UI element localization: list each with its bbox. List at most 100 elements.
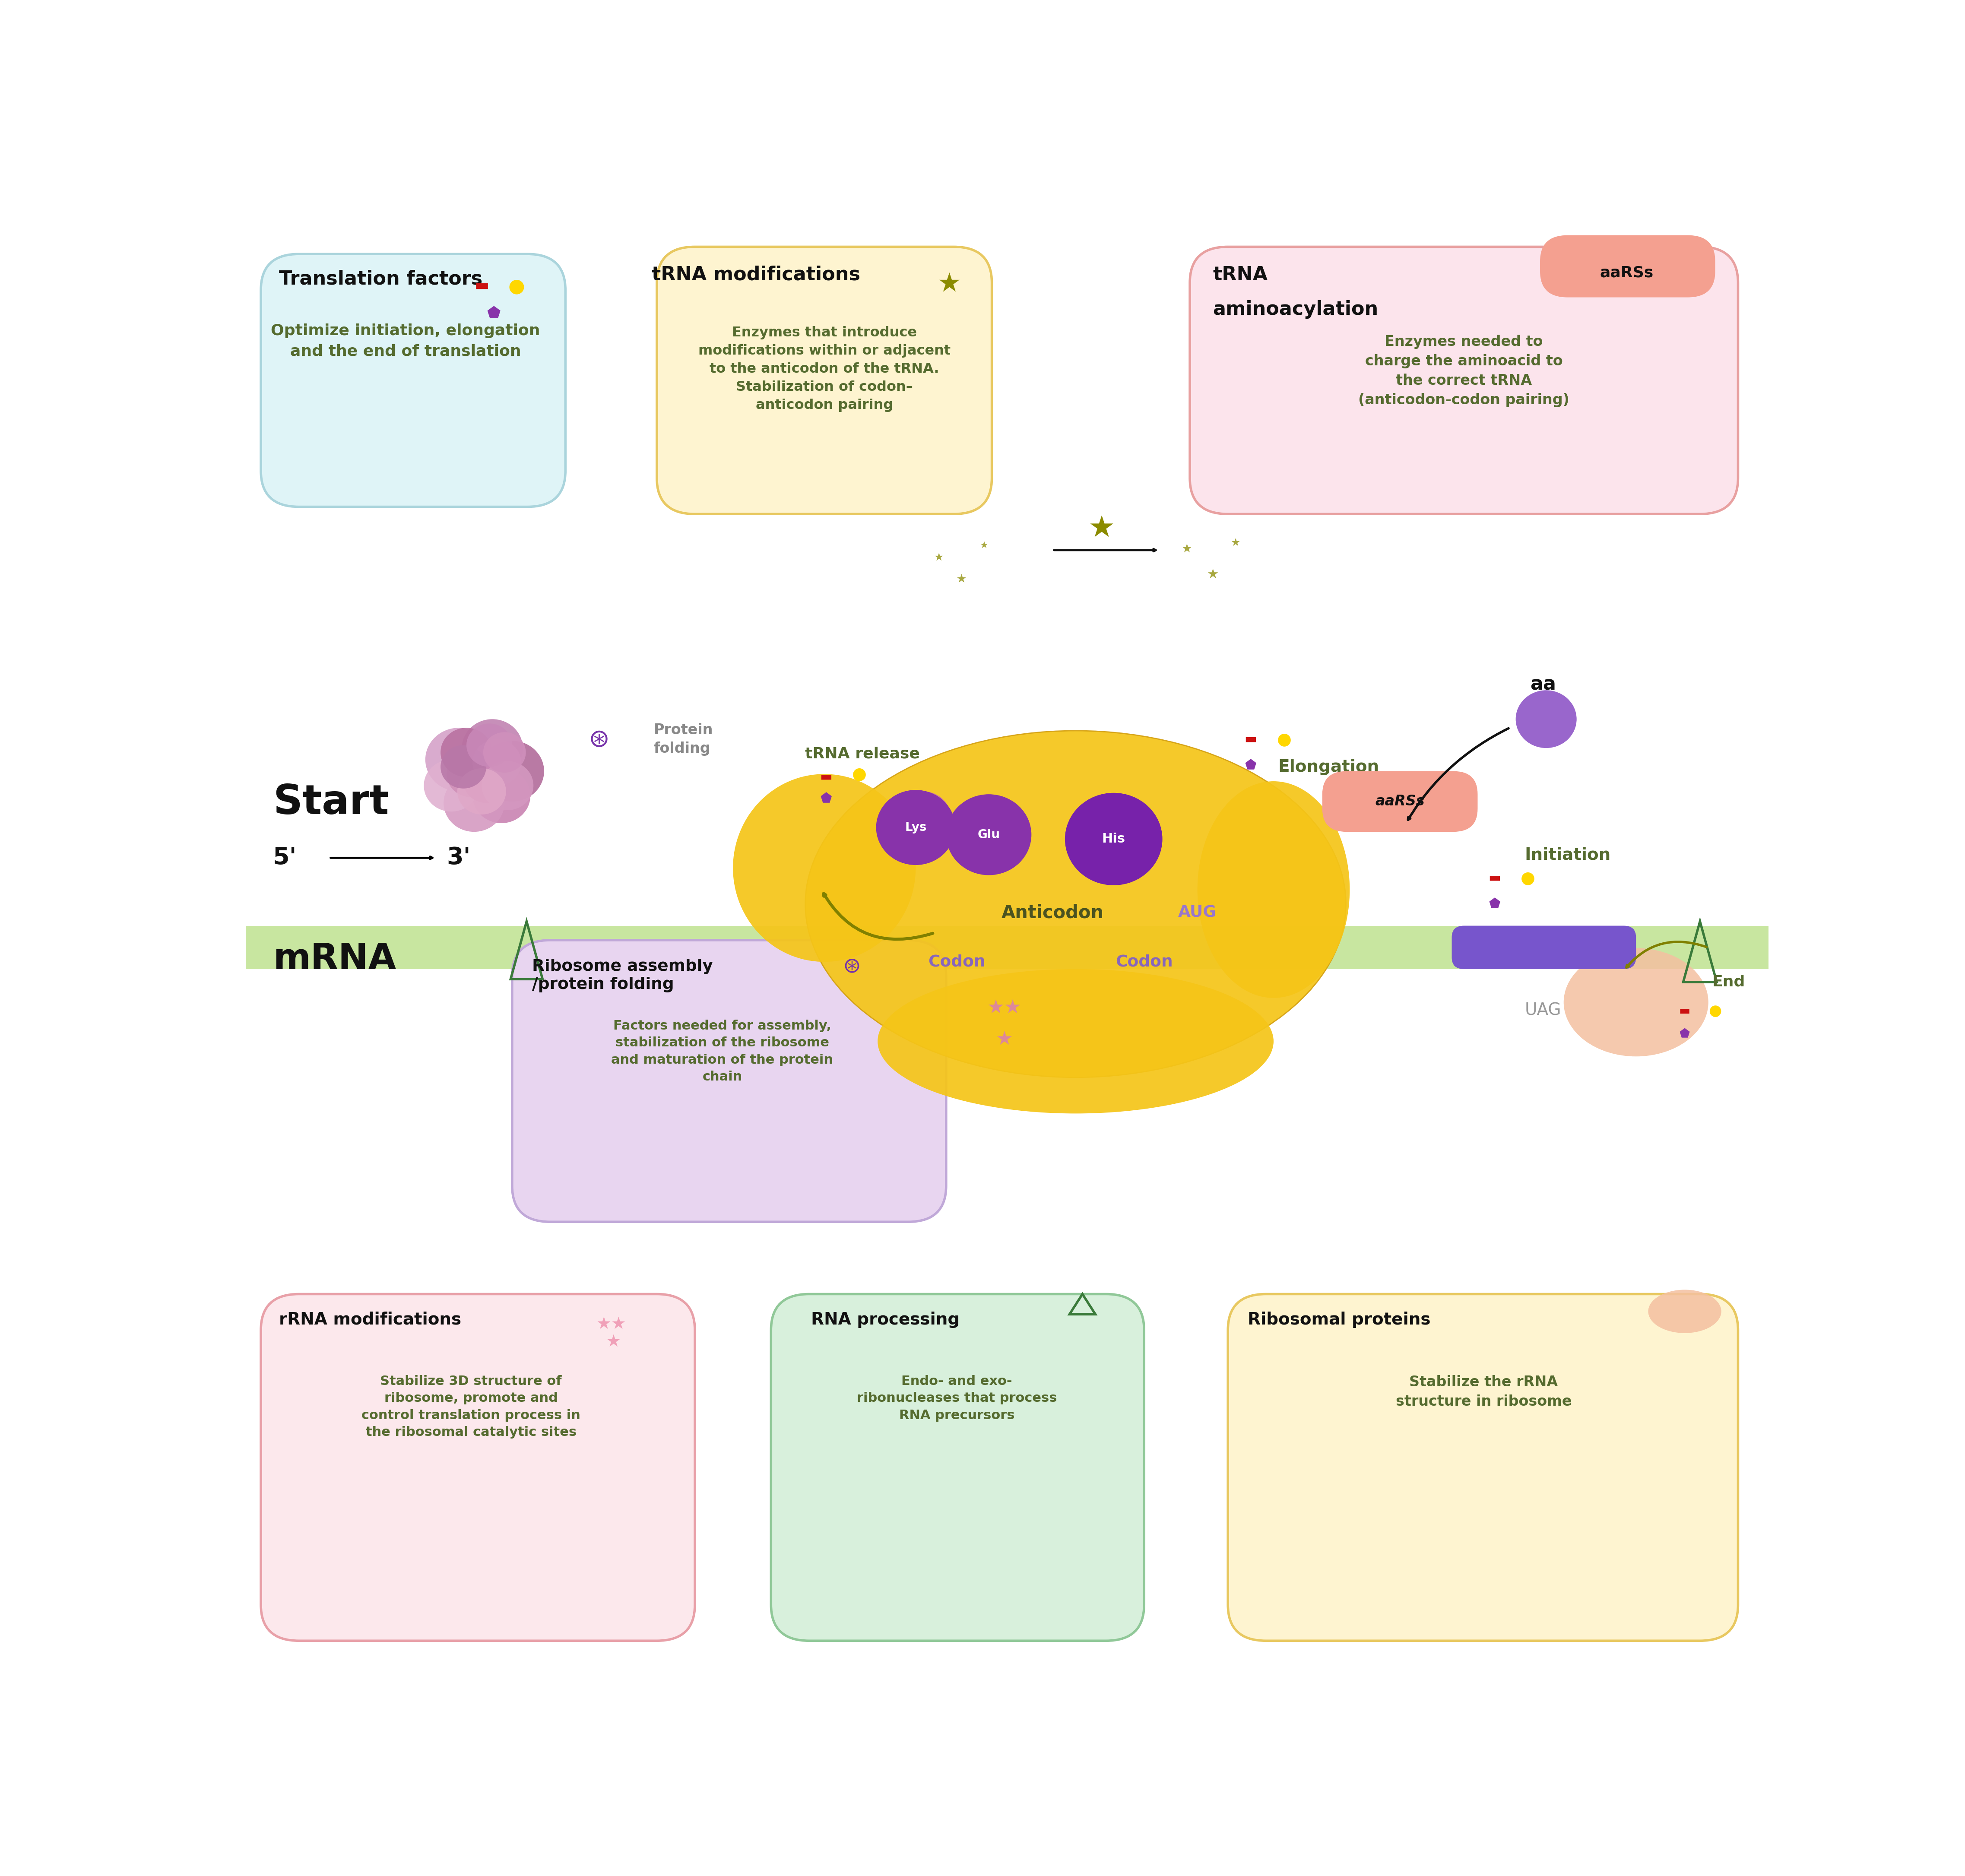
Text: ★: ★: [1089, 514, 1114, 542]
Text: ★: ★: [1207, 568, 1218, 582]
FancyBboxPatch shape: [770, 1294, 1144, 1642]
Text: AUG: AUG: [1179, 904, 1216, 921]
FancyBboxPatch shape: [1228, 1294, 1737, 1642]
Text: Anticodon: Anticodon: [1002, 904, 1104, 921]
Text: 5': 5': [273, 846, 297, 869]
Circle shape: [472, 739, 521, 786]
Text: His: His: [1102, 833, 1126, 846]
Text: aminoacylation: aminoacylation: [1212, 300, 1377, 319]
Ellipse shape: [878, 970, 1273, 1114]
Text: Endo- and exo-
ribonucleases that process
RNA precursors: Endo- and exo- ribonucleases that proces…: [857, 1375, 1057, 1422]
Circle shape: [947, 794, 1032, 876]
Text: aaRSs: aaRSs: [1600, 266, 1655, 280]
Text: End: End: [1712, 976, 1745, 989]
Circle shape: [483, 732, 527, 773]
Circle shape: [444, 775, 505, 831]
Ellipse shape: [1649, 1289, 1721, 1334]
Text: ⬟: ⬟: [487, 306, 501, 321]
Text: Protein
folding: Protein folding: [654, 722, 713, 756]
Text: Start: Start: [273, 782, 389, 824]
Text: RNA processing: RNA processing: [812, 1311, 959, 1328]
Text: ●: ●: [1521, 870, 1535, 885]
Text: ★★: ★★: [986, 998, 1022, 1017]
Text: ▬: ▬: [474, 278, 489, 293]
Circle shape: [479, 741, 544, 801]
Text: ●: ●: [509, 278, 525, 296]
Text: Stabilize the rRNA
structure in ribosome: Stabilize the rRNA structure in ribosome: [1395, 1375, 1572, 1409]
Circle shape: [472, 769, 531, 824]
Text: Codon: Codon: [1116, 955, 1173, 970]
Text: Ribosome assembly
/protein folding: Ribosome assembly /protein folding: [533, 959, 713, 992]
Text: ★: ★: [981, 542, 988, 550]
Ellipse shape: [733, 775, 916, 962]
FancyBboxPatch shape: [1322, 771, 1478, 831]
Text: Codon: Codon: [927, 955, 984, 970]
Circle shape: [466, 724, 513, 767]
Circle shape: [464, 760, 509, 803]
Text: Elongation: Elongation: [1277, 758, 1379, 775]
Text: ●: ●: [1710, 1004, 1721, 1019]
Text: ▬: ▬: [1244, 734, 1258, 745]
Text: tRNA release: tRNA release: [806, 747, 920, 762]
Text: ●: ●: [853, 765, 867, 782]
Text: rRNA modifications: rRNA modifications: [279, 1311, 462, 1328]
Text: ★: ★: [1230, 538, 1240, 548]
Circle shape: [481, 762, 533, 810]
Text: Ribosomal proteins: Ribosomal proteins: [1248, 1311, 1431, 1328]
Text: Optimize initiation, elongation
and the end of translation: Optimize initiation, elongation and the …: [271, 323, 540, 358]
Text: Glu: Glu: [977, 829, 1000, 840]
Text: ▬: ▬: [1678, 1006, 1690, 1017]
Circle shape: [458, 769, 507, 814]
Text: Enzymes that introduce
modifications within or adjacent
to the anticodon of the : Enzymes that introduce modifications wit…: [698, 326, 951, 413]
Text: ▬: ▬: [819, 771, 831, 782]
Text: tRNA: tRNA: [1212, 266, 1267, 283]
FancyBboxPatch shape: [513, 940, 947, 1221]
Text: ▬: ▬: [1488, 872, 1501, 884]
Text: ★: ★: [957, 572, 967, 585]
Text: Translation factors: Translation factors: [279, 270, 483, 289]
Text: aa: aa: [1531, 675, 1556, 694]
Text: ⬟: ⬟: [819, 792, 831, 805]
Text: Stabilize 3D structure of
ribosome, promote and
control translation process in
t: Stabilize 3D structure of ribosome, prom…: [362, 1375, 580, 1439]
Text: ★: ★: [1181, 542, 1193, 555]
Text: Lys: Lys: [904, 822, 927, 833]
Bar: [246, 925, 1768, 970]
Text: tRNA modifications: tRNA modifications: [652, 266, 861, 283]
Circle shape: [440, 728, 493, 777]
Circle shape: [440, 745, 485, 788]
FancyBboxPatch shape: [656, 248, 992, 514]
Text: ★: ★: [933, 552, 943, 563]
Text: Enzymes needed to
charge the aminoacid to
the correct tRNA
(anticodon-codon pair: Enzymes needed to charge the aminoacid t…: [1358, 336, 1570, 407]
Text: aaRSs: aaRSs: [1376, 794, 1425, 809]
Text: 3': 3': [446, 846, 470, 869]
Text: ★: ★: [996, 1030, 1012, 1049]
FancyBboxPatch shape: [261, 253, 566, 507]
Text: ⬟: ⬟: [1489, 899, 1499, 910]
Circle shape: [896, 792, 951, 844]
Ellipse shape: [1197, 780, 1350, 998]
FancyBboxPatch shape: [1452, 925, 1637, 970]
Ellipse shape: [806, 730, 1346, 1077]
Text: ★★
 ★: ★★ ★: [595, 1315, 627, 1351]
Text: ●: ●: [1277, 732, 1291, 747]
Circle shape: [1065, 794, 1163, 885]
Text: Initiation: Initiation: [1525, 846, 1611, 863]
FancyBboxPatch shape: [1191, 248, 1737, 514]
Text: UAG: UAG: [1525, 1002, 1562, 1019]
Circle shape: [1515, 690, 1576, 749]
Text: ⊛: ⊛: [843, 957, 861, 977]
Ellipse shape: [1564, 947, 1708, 1056]
Text: mRNA: mRNA: [273, 942, 397, 976]
Text: ⊛: ⊛: [588, 728, 609, 752]
Circle shape: [424, 728, 493, 792]
Text: ⬟: ⬟: [1680, 1028, 1690, 1039]
Text: Factors needed for assembly,
stabilization of the ribosome
and maturation of the: Factors needed for assembly, stabilizati…: [611, 1021, 833, 1082]
Text: ⬟: ⬟: [1246, 760, 1256, 771]
Text: ★: ★: [937, 272, 961, 296]
Circle shape: [424, 760, 479, 812]
FancyBboxPatch shape: [261, 1294, 696, 1642]
Circle shape: [876, 790, 955, 865]
Circle shape: [446, 750, 495, 797]
Circle shape: [462, 719, 523, 777]
FancyBboxPatch shape: [1541, 234, 1715, 298]
